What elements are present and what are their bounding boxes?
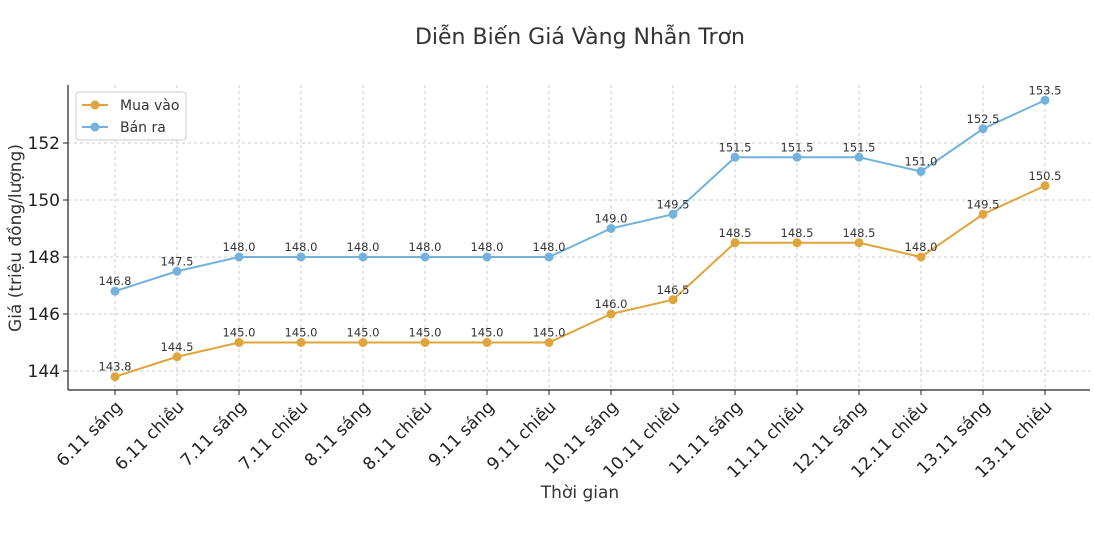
data-point (420, 252, 430, 262)
data-point (916, 252, 926, 262)
data-label: 149.5 (967, 197, 1000, 211)
data-label: 149.5 (657, 197, 690, 211)
data-point (730, 238, 740, 248)
data-point (358, 338, 368, 347)
data-label: 146.5 (657, 283, 690, 297)
data-point (544, 338, 554, 347)
data-point (234, 338, 244, 347)
data-label: 148.0 (223, 240, 256, 254)
data-label: 145.0 (347, 326, 380, 340)
data-label: 151.5 (781, 140, 814, 154)
y-tick-label: 144 (28, 362, 60, 382)
data-label: 145.0 (471, 326, 504, 340)
data-point (668, 209, 678, 219)
data-label: 148.0 (347, 240, 380, 254)
x-axis-label: Thời gian (540, 483, 619, 503)
data-label: 147.5 (161, 254, 194, 268)
data-point (978, 124, 988, 134)
y-tick-label: 152 (28, 134, 60, 154)
data-point (730, 152, 740, 162)
data-labels: 143.8 144.5 145.0 145.0 145.0 145.0 145.0 145.0… (99, 83, 1062, 373)
legend-item: Mua vào (120, 98, 179, 114)
data-point (358, 252, 368, 262)
data-point (420, 338, 430, 347)
data-label: 153.5 (1029, 83, 1062, 97)
data-label: 148.5 (843, 226, 876, 240)
grid (68, 85, 1090, 390)
data-label: 151.5 (719, 140, 752, 154)
data-point (1040, 181, 1050, 191)
legend-item: Bán ra (120, 120, 166, 136)
data-label: 148.5 (781, 226, 814, 240)
chart-title: Diễn Biến Giá Vàng Nhẫn Trơn (415, 24, 745, 50)
data-point (482, 252, 492, 262)
data-label: 145.0 (285, 326, 318, 340)
data-point (110, 372, 120, 382)
data-label: 148.0 (409, 240, 442, 254)
data-point (1040, 95, 1050, 105)
data-label: 145.0 (409, 326, 442, 340)
data-point (482, 338, 492, 347)
y-tick-label: 148 (28, 248, 60, 268)
data-point (296, 338, 306, 347)
data-label: 148.0 (905, 240, 938, 254)
data-label: 148.0 (285, 240, 318, 254)
data-point (296, 252, 306, 262)
data-label: 148.0 (471, 240, 504, 254)
data-label: 148.0 (533, 240, 566, 254)
data-point (854, 152, 864, 162)
data-point (110, 286, 120, 296)
legend: Mua vào Bán ra (75, 91, 187, 141)
data-point (854, 238, 864, 248)
data-point (978, 209, 988, 219)
data-label: 146.8 (99, 274, 132, 288)
data-label: 149.0 (595, 212, 628, 226)
data-point (668, 295, 678, 305)
data-label: 145.0 (223, 326, 256, 340)
data-point (792, 152, 802, 162)
y-tick-label: 150 (28, 191, 60, 211)
data-label: 143.8 (99, 360, 132, 374)
data-point (172, 352, 182, 362)
data-point (172, 266, 182, 276)
series-line (114, 99, 1046, 293)
data-label: 151.5 (843, 140, 876, 154)
series-line (114, 184, 1046, 378)
data-label: 146.0 (595, 297, 628, 311)
data-point (544, 252, 554, 262)
series-lines (110, 95, 1050, 382)
data-label: 150.5 (1029, 169, 1062, 183)
y-tick-label: 146 (28, 305, 60, 325)
data-point (792, 238, 802, 248)
data-point (606, 309, 616, 319)
data-point (234, 252, 244, 262)
y-axis-label: Giá (triệu đồng/lượng) (5, 144, 26, 332)
data-point (606, 224, 616, 233)
data-point (916, 167, 926, 176)
data-label: 151.0 (905, 155, 938, 169)
data-label: 152.5 (967, 112, 1000, 126)
data-label: 145.0 (533, 326, 566, 340)
data-label: 148.5 (719, 226, 752, 240)
data-label: 144.5 (161, 340, 194, 354)
